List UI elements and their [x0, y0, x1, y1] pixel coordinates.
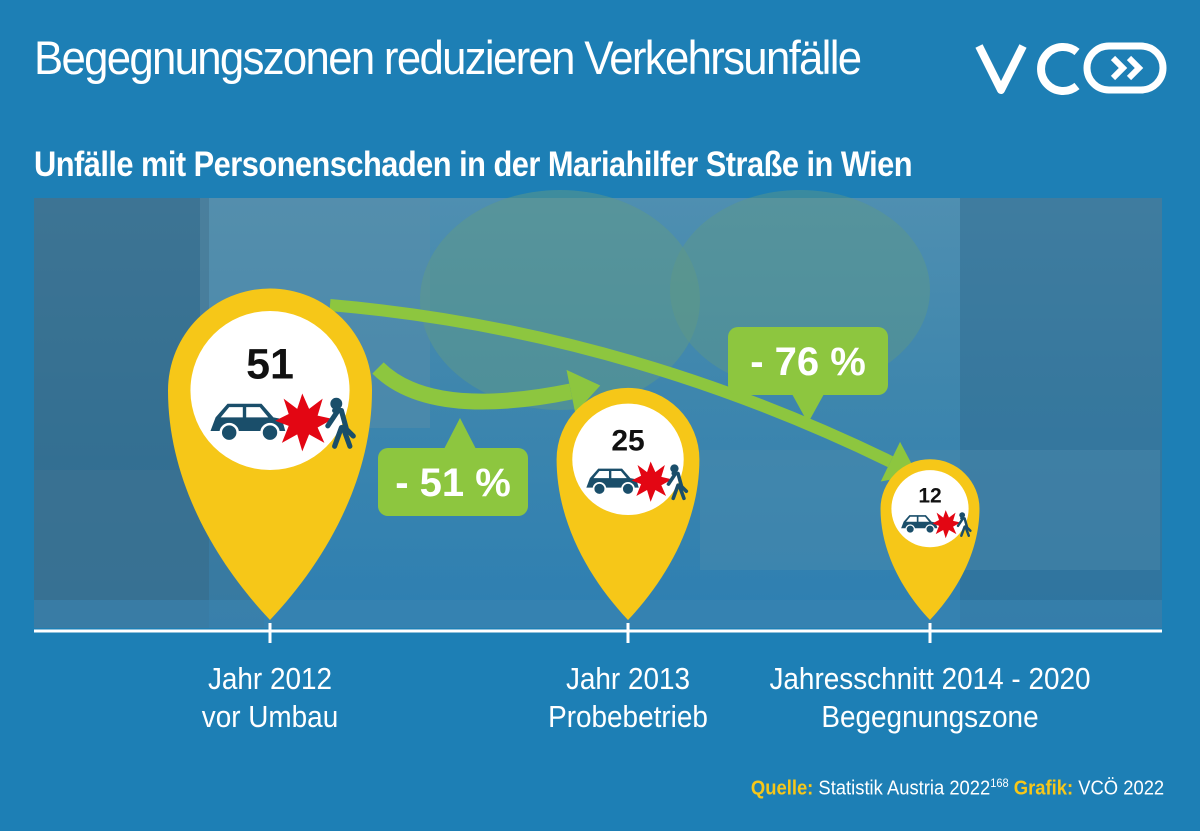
reduction-callout-1: - 76 %	[728, 327, 888, 423]
arrow-shaft-0	[372, 362, 573, 410]
chart-title: Unfälle mit Personenschaden in der Maria…	[34, 145, 913, 184]
callout-tail-1	[792, 394, 824, 423]
source-note: Quelle: Statistik Austria 2022168 Grafik…	[751, 776, 1164, 801]
graphic-label: Grafik:	[1013, 777, 1073, 800]
category-label-2: Jahresschnitt 2014 - 2020 Begegnungszone	[750, 660, 1110, 736]
value-pin-2: 12	[880, 459, 980, 620]
category-label-2-line-0: Jahresschnitt 2014 - 2020	[769, 661, 1091, 696]
pin-face-0	[190, 310, 350, 471]
category-label-1-line-0: Jahr 2013	[565, 661, 691, 696]
reduction-arrow-0	[372, 362, 601, 414]
callout-box-0	[378, 448, 528, 516]
pin-face-1	[572, 403, 684, 516]
reduction-callout-0: - 51 %	[378, 418, 528, 516]
category-label-0-line-0: Jahr 2012	[207, 661, 333, 696]
category-label-1: Jahr 2013 Probebetrieb	[448, 660, 808, 736]
reduction-label-0: - 51 %	[395, 461, 511, 505]
callout-box-1	[728, 327, 888, 395]
category-label-0: Jahr 2012 vor Umbau	[90, 660, 450, 736]
value-pin-0: 51	[168, 288, 372, 620]
pin-face-2	[891, 470, 969, 548]
arrow-head-0	[566, 369, 601, 414]
graphic-text: VCÖ 2022	[1078, 777, 1164, 800]
category-label-0-line-1: vor Umbau	[201, 699, 339, 734]
category-label-1-line-1: Probebetrieb	[548, 699, 708, 734]
vcoe-logo	[975, 42, 1167, 95]
value-label-2: 12	[918, 485, 941, 508]
source-text: Statistik Austria 2022	[818, 777, 991, 800]
category-label-2-line-1: Begegnungszone	[821, 699, 1039, 734]
arrow-shaft-1	[329, 299, 894, 468]
callout-tail-0	[444, 418, 476, 449]
value-pin-1: 25	[556, 387, 700, 620]
source-label: Quelle:	[750, 777, 814, 800]
reduction-label-1: - 76 %	[750, 340, 866, 384]
page-title: Begegnungszonen reduzieren Verkehrsunfäl…	[34, 31, 862, 84]
value-label-0: 51	[246, 340, 294, 388]
value-label-1: 25	[611, 425, 644, 458]
source-ref: 168	[990, 776, 1009, 790]
